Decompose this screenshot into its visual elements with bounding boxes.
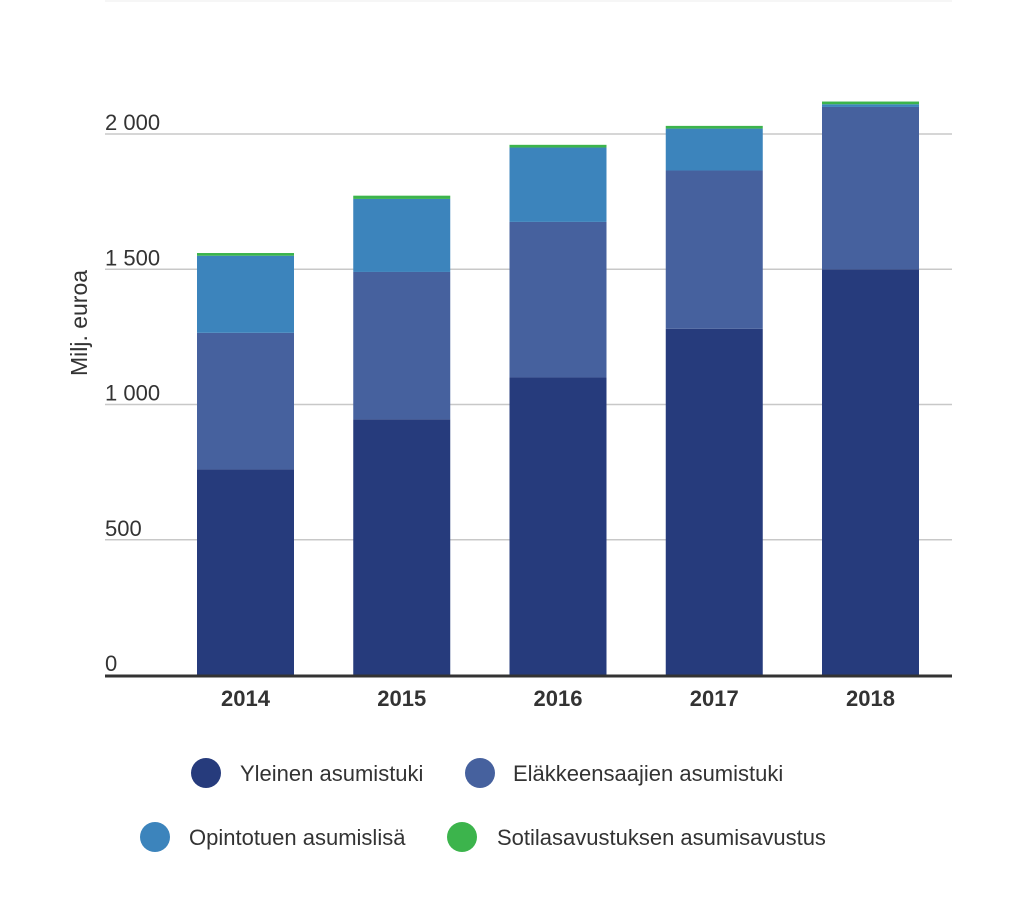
legend-swatch [447,822,477,852]
bar-stack-2015 [353,195,451,675]
bar-segment-series-3-2018 [822,101,919,105]
legend-swatch [191,758,221,788]
legend-item: Yleinen asumistuki [191,758,423,788]
y-tick-label: 2 000 [105,110,160,135]
bar-segment-series-1-2018 [822,106,919,270]
bar-segment-series-0-2014 [197,469,294,675]
bar-stack-2014 [197,253,294,675]
legend-item: Eläkkeensaajien asumistuki [465,758,783,788]
bar-segment-series-1-2016 [509,221,607,378]
bar-segment-series-2-2016 [509,147,607,222]
bar-segment-series-1-2015 [353,271,451,420]
legend-label: Opintotuen asumislisä [189,825,406,850]
legend-label: Sotilasavustuksen asumisavustus [497,825,826,850]
bar-stack-2017 [665,125,763,675]
bar-segment-series-0-2016 [509,377,607,675]
bar-segment-series-3-2014 [197,253,294,256]
x-tick-label: 2015 [377,686,426,711]
bar-segment-series-2-2014 [197,255,294,333]
bar-segment-series-2-2015 [353,198,451,272]
bar-segment-series-0-2017 [665,328,763,675]
legend-item: Opintotuen asumislisä [140,822,406,852]
legend-label: Eläkkeensaajien asumistuki [513,761,783,786]
bar-segment-series-0-2015 [353,419,451,675]
y-tick-label: 0 [105,651,117,676]
x-tick-labels: 2014 2015 2016 2017 2018 [221,686,895,711]
y-tick-label: 1 500 [105,245,160,270]
x-tick-label: 2017 [690,686,739,711]
bars [197,101,919,675]
y-tick-labels: 0 500 1 000 1 500 2 000 [105,110,160,676]
bar-segment-series-0-2018 [822,269,919,675]
bar-segment-series-3-2016 [509,144,607,148]
y-tick-label: 500 [105,516,142,541]
bar-segment-series-3-2015 [353,195,451,199]
x-tick-label: 2018 [846,686,895,711]
bar-segment-series-1-2014 [197,332,294,470]
bar-segment-series-1-2017 [665,170,763,329]
bar-stack-2016 [509,144,607,675]
y-axis-title: Milj. euroa [66,270,92,376]
bar-segment-series-3-2017 [665,125,763,129]
y-tick-label: 1 000 [105,381,160,406]
x-tick-label: 2016 [534,686,583,711]
bar-stack-2018 [822,101,919,675]
bar-segment-series-2-2017 [665,128,763,171]
legend-swatch [140,822,170,852]
x-tick-label: 2014 [221,686,271,711]
legend-item: Sotilasavustuksen asumisavustus [447,822,826,852]
bar-segment-series-2-2018 [822,104,919,107]
legend: Yleinen asumistuki Eläkkeensaajien asumis… [140,758,826,852]
legend-swatch [465,758,495,788]
legend-label: Yleinen asumistuki [240,761,423,786]
